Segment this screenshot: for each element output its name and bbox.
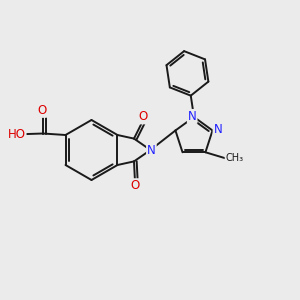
Text: O: O xyxy=(138,110,147,124)
Text: N: N xyxy=(214,123,222,136)
Text: N: N xyxy=(147,144,156,157)
Text: HO: HO xyxy=(8,128,26,141)
Text: CH₃: CH₃ xyxy=(226,154,244,164)
Text: O: O xyxy=(37,104,46,117)
Text: N: N xyxy=(188,110,197,123)
Text: O: O xyxy=(130,179,140,192)
